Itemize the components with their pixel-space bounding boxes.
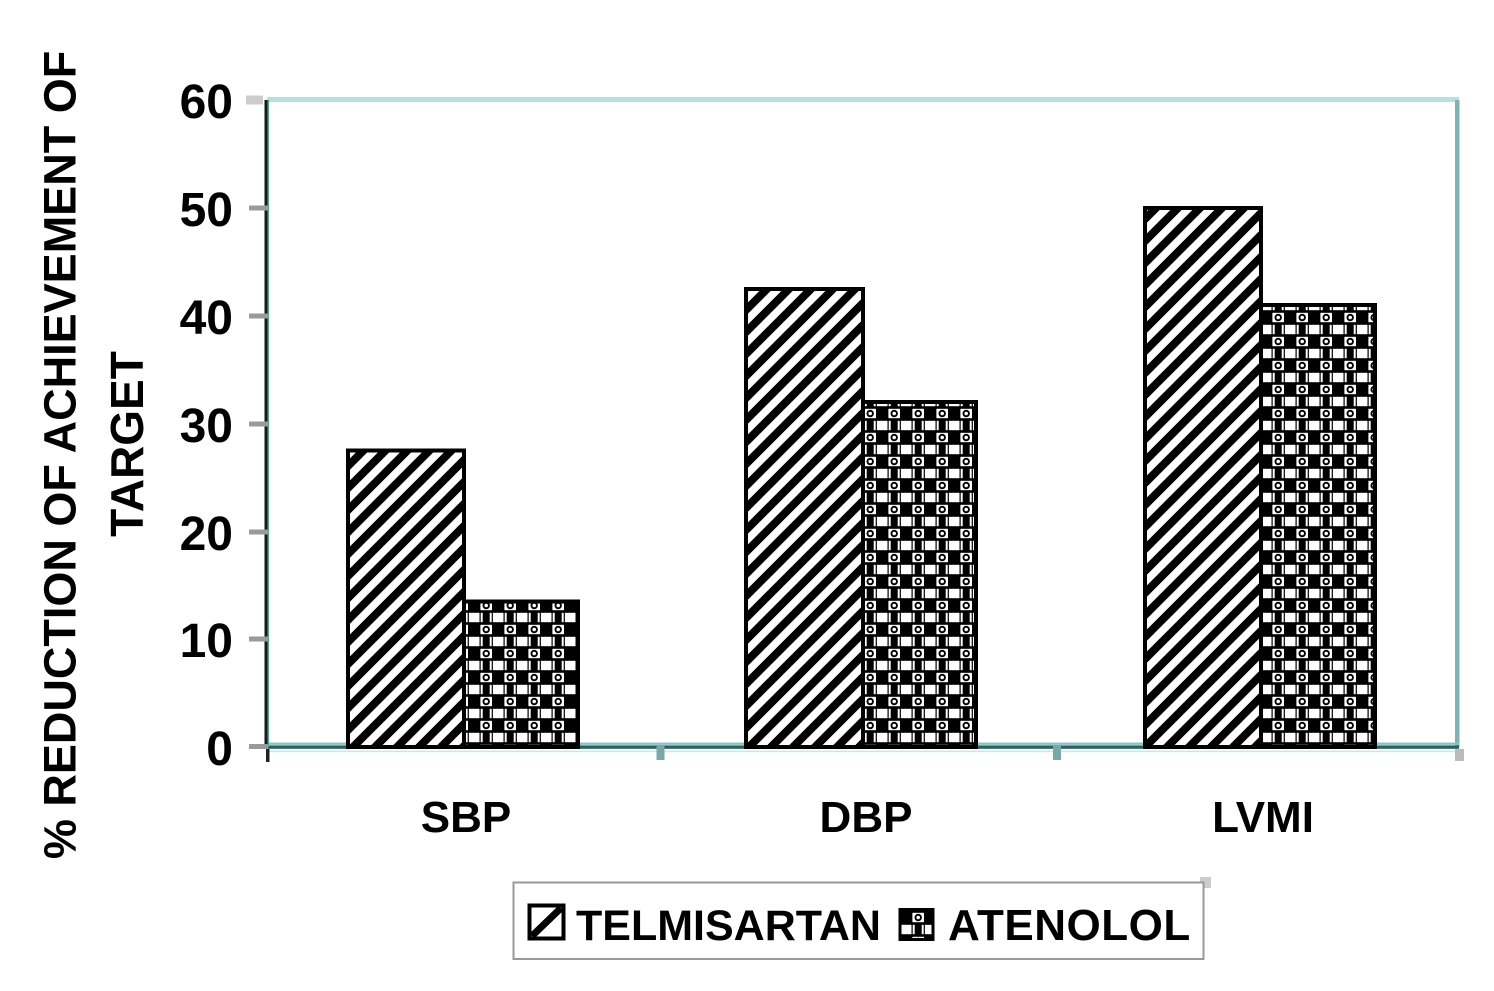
svg-text:ATENOLOL: ATENOLOL — [948, 901, 1191, 950]
svg-text:20: 20 — [180, 508, 233, 561]
svg-text:TELMISARTAN: TELMISARTAN — [576, 902, 881, 950]
svg-text:50: 50 — [180, 184, 233, 237]
svg-text:40: 40 — [180, 292, 233, 345]
svg-text:TARGET: TARGET — [101, 351, 153, 537]
svg-text:10: 10 — [180, 615, 233, 668]
svg-text:SBP: SBP — [421, 793, 511, 842]
svg-text:30: 30 — [180, 400, 233, 453]
svg-text:DBP: DBP — [820, 793, 913, 842]
svg-text:60: 60 — [180, 76, 233, 129]
svg-text:LVMI: LVMI — [1212, 793, 1314, 842]
svg-text:% REDUCTION OF ACHIEVEMENT OF: % REDUCTION OF ACHIEVEMENT OF — [35, 51, 86, 859]
svg-text:0: 0 — [206, 723, 233, 776]
